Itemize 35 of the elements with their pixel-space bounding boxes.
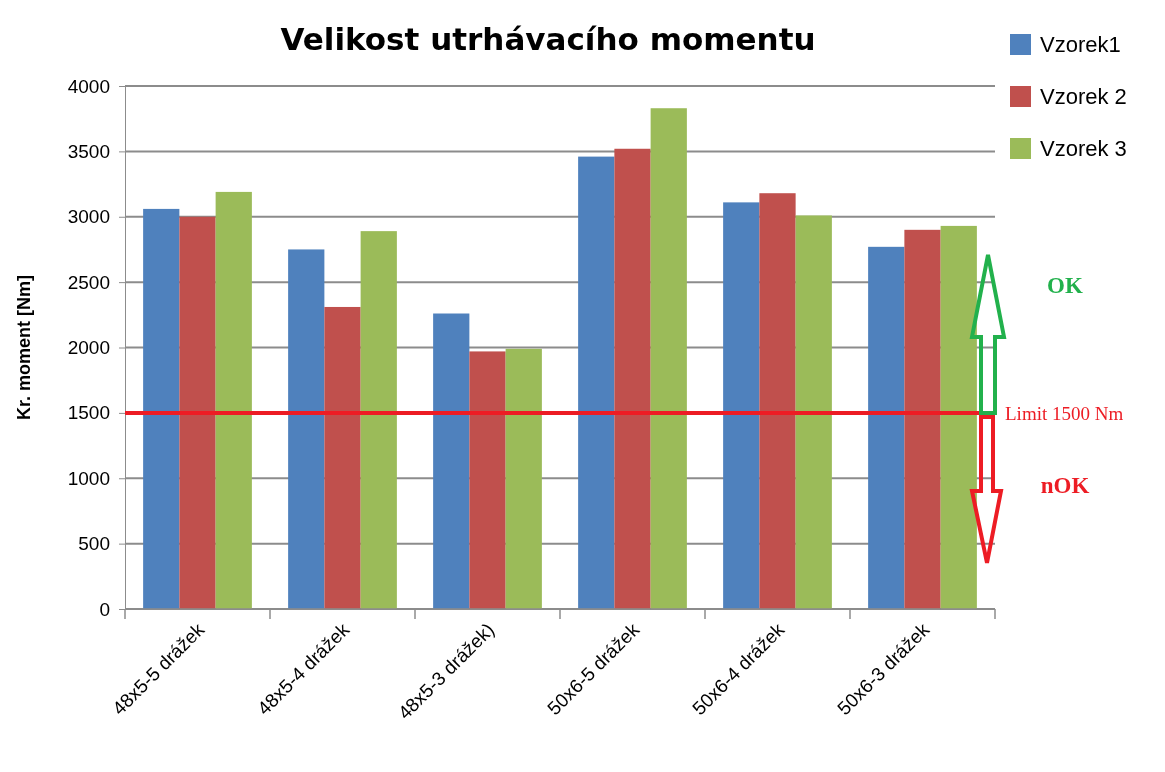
y-tick-label: 1000 [67, 467, 110, 489]
bar [324, 306, 361, 609]
bar [288, 249, 325, 609]
chart-title: Velikost utrhávacího momentu [280, 21, 816, 57]
bar [904, 229, 941, 609]
legend-label: Vzorek 3 [1040, 136, 1127, 161]
bar [614, 148, 651, 609]
bar [723, 202, 760, 609]
bar [795, 215, 832, 609]
bar [940, 225, 977, 609]
bar [179, 216, 216, 609]
bar [505, 348, 542, 609]
bar [578, 156, 615, 609]
y-tick-label: 3500 [67, 140, 110, 162]
text: nOK [1040, 472, 1090, 498]
y-tick-label: 4000 [67, 75, 110, 97]
y-tick-label: 0 [99, 598, 110, 620]
bar [759, 193, 796, 609]
y-tick-label: 3000 [67, 206, 110, 228]
bar [360, 231, 397, 609]
bar [469, 351, 506, 609]
bar [143, 208, 180, 609]
y-tick-label: 1500 [67, 402, 110, 424]
y-tick-label: 2000 [67, 337, 110, 359]
legend-label: Vzorek 2 [1040, 84, 1127, 109]
y-axis-title: Kr. moment [Nm] [14, 274, 34, 421]
bar [433, 313, 470, 609]
ref-line-label: Limit 1500 Nm [1005, 402, 1124, 424]
bar [650, 108, 687, 609]
y-tick-label: 500 [78, 533, 110, 555]
legend-label: Vzorek1 [1040, 32, 1121, 57]
bar [868, 246, 905, 609]
bar [215, 191, 252, 609]
y-tick-label: 2500 [67, 271, 110, 293]
text: OK [1047, 272, 1083, 298]
